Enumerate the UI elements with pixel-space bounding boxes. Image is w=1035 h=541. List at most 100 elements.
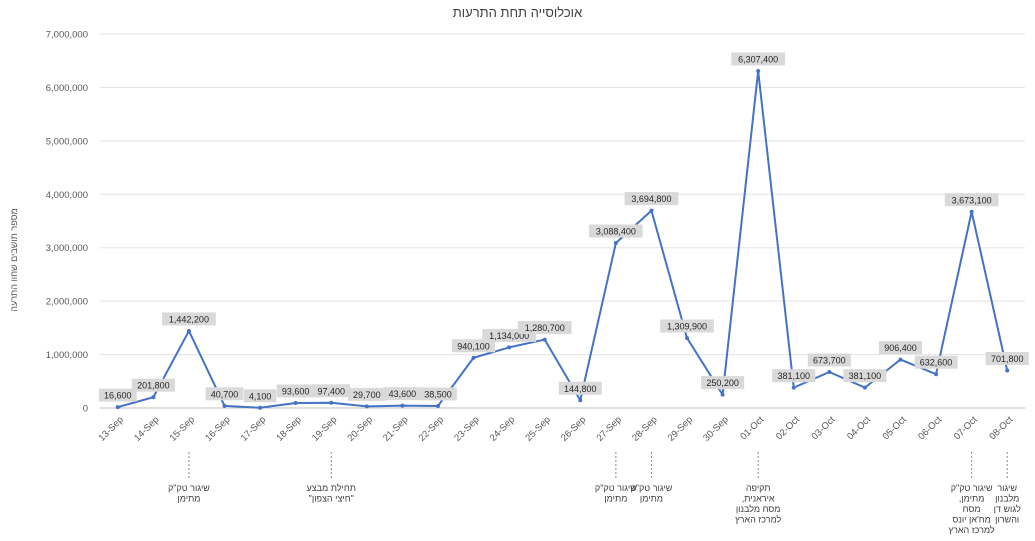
data-labels: 16,600 201,800 1,442,200 40,700 4,100 93,600 9… <box>98 52 1029 403</box>
data-label-background <box>807 353 851 367</box>
data-label-background <box>131 378 175 392</box>
y-tick-label: 5,000,000 <box>46 136 88 147</box>
annotation-text: מתימן <box>177 494 200 504</box>
series-line-layer <box>115 69 1010 410</box>
data-label-background <box>98 388 137 402</box>
data-label-text: 1,442,200 <box>169 314 209 324</box>
data-point <box>542 337 547 342</box>
data-point <box>329 400 334 405</box>
data-point <box>258 405 263 410</box>
annotation-text: שיגור טק"ק <box>168 483 210 493</box>
x-tick-label: 24-Sep <box>488 414 517 443</box>
data-label-background <box>914 355 958 369</box>
data-label-background <box>419 387 457 401</box>
data-label-text: 16,600 <box>104 391 132 401</box>
x-tick-label: 19-Sep <box>310 414 339 443</box>
data-label: 6,307,400 <box>731 52 786 66</box>
annotation-text: "חיצי הצפון" <box>309 494 354 504</box>
annotation-text: למרכז הארץ <box>949 525 995 535</box>
data-point <box>1005 368 1010 373</box>
data-label: 3,694,800 <box>624 192 679 206</box>
x-axis-tick-labels: 13-Sep 14-Sep 15-Sep 16-Sep 17-Sep 18-Sep 19-S… <box>96 414 1015 444</box>
data-label-background <box>452 339 496 353</box>
x-tick-label: 15-Sep <box>168 414 197 443</box>
data-label-background <box>701 376 745 390</box>
x-tick-label: 08-Oct <box>987 414 1015 442</box>
x-tick-label: 13-Sep <box>96 414 125 443</box>
x-tick-label: 14-Sep <box>132 414 161 443</box>
data-point <box>400 403 405 408</box>
data-label: 43,600 <box>383 387 422 401</box>
annotation-text: והשרון <box>995 515 1019 525</box>
data-point <box>862 385 867 390</box>
data-label-background <box>558 381 602 395</box>
x-tick-label: 17-Sep <box>239 414 268 443</box>
x-tick-label: 03-Oct <box>810 414 838 442</box>
data-point <box>186 328 191 333</box>
data-label-text: 144,800 <box>564 384 597 394</box>
data-point <box>151 395 156 400</box>
data-label-text: 93,600 <box>282 386 310 396</box>
data-label-background <box>243 389 277 403</box>
y-tick-label: 7,000,000 <box>46 30 88 41</box>
x-tick-label: 01-Oct <box>738 414 766 442</box>
data-label: 29,700 <box>347 387 386 401</box>
annotation-text: מח'אן יונס <box>952 515 990 525</box>
annotation-text: שיגור טק"ק <box>631 483 673 493</box>
data-label: 40,700 <box>205 387 244 401</box>
x-tick-label: 18-Sep <box>274 414 303 443</box>
data-label: 3,088,400 <box>589 224 643 238</box>
data-label-text: 29,700 <box>353 390 381 400</box>
data-label: 381,100 <box>772 369 816 383</box>
data-point <box>791 385 796 390</box>
annotation-text: שיגור טק"ק <box>595 483 637 493</box>
data-label-text: 3,088,400 <box>596 226 636 236</box>
data-label-text: 97,400 <box>317 386 345 396</box>
data-point <box>293 400 298 405</box>
data-label-background <box>276 384 315 398</box>
y-tick-label: 2,000,000 <box>46 297 88 308</box>
data-point <box>969 209 974 214</box>
data-label: 3,673,100 <box>944 193 999 207</box>
annotation-text: מלבנון <box>995 494 1019 504</box>
data-point <box>115 405 120 410</box>
annotation: תחילת מבצע"חיצי הצפון" <box>307 452 357 504</box>
x-tick-label: 30-Sep <box>701 414 730 443</box>
data-point <box>435 403 440 408</box>
data-label-background <box>205 387 244 401</box>
x-tick-label: 27-Sep <box>595 414 624 443</box>
chart-title: אוכלוסייה תחת התרעות <box>452 5 583 20</box>
data-label-background <box>517 321 572 335</box>
series-line <box>117 70 1009 409</box>
data-label-background <box>944 193 999 207</box>
x-tick-label: 16-Sep <box>203 414 232 443</box>
annotation-text: שיגור טק"ק <box>951 483 993 493</box>
data-label: 16,600 <box>98 388 137 402</box>
data-label-text: 201,800 <box>137 381 170 391</box>
annotation-text: תחילת מבצע <box>307 483 357 493</box>
annotation-text: לגוש דן <box>994 504 1021 514</box>
data-label: 1,442,200 <box>162 312 216 326</box>
data-point <box>756 69 761 74</box>
data-label-background <box>843 369 887 383</box>
annotation-text: מסח מלבנון <box>736 504 781 514</box>
x-tick-label: 25-Sep <box>523 414 552 443</box>
data-label: 1,309,900 <box>660 319 714 333</box>
data-label-background <box>347 387 386 401</box>
x-tick-label: 21-Sep <box>381 414 410 443</box>
data-label-text: 1,134,000 <box>489 331 529 341</box>
data-label-background <box>624 192 679 206</box>
x-tick-label: 23-Sep <box>452 414 481 443</box>
data-point <box>934 372 939 377</box>
annotation-text: מתימן <box>604 494 627 504</box>
data-label-text: 40,700 <box>211 389 239 399</box>
y-tick-label: 3,000,000 <box>46 243 88 254</box>
data-point <box>222 403 227 408</box>
annotation-text: תקיפה <box>746 483 771 493</box>
